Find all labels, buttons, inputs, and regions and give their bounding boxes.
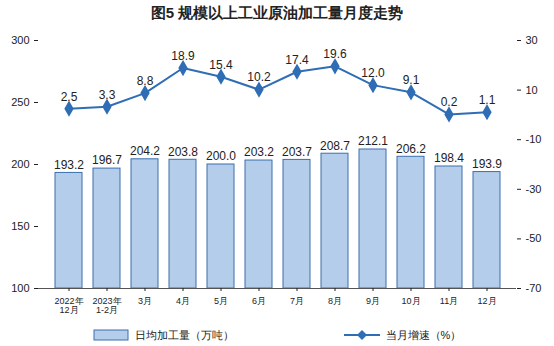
svg-text:100: 100 xyxy=(11,282,29,294)
svg-text:250: 250 xyxy=(11,96,29,108)
svg-text:11月: 11月 xyxy=(440,296,458,306)
svg-text:-50: -50 xyxy=(526,232,542,244)
svg-text:9.1: 9.1 xyxy=(403,73,420,87)
svg-text:8.8: 8.8 xyxy=(137,74,154,88)
svg-text:206.2: 206.2 xyxy=(396,142,426,156)
svg-text:6月: 6月 xyxy=(252,296,266,306)
svg-text:2022年12月: 2022年12月 xyxy=(54,296,83,315)
svg-text:2.5: 2.5 xyxy=(61,90,78,104)
svg-text:150: 150 xyxy=(11,220,29,232)
html-text:图5 规模以上工业原油加工量月度走势: 图5 规模以上工业原油加工量月度走势 xyxy=(150,4,404,21)
svg-text:3月: 3月 xyxy=(138,296,152,306)
html-text:当月增速（%）: 当月增速（%） xyxy=(385,328,462,341)
svg-text:10.2: 10.2 xyxy=(247,70,271,84)
svg-text:198.4: 198.4 xyxy=(434,151,464,165)
svg-text:3.3: 3.3 xyxy=(99,88,116,102)
svg-text:193.9: 193.9 xyxy=(472,157,502,171)
svg-text:17.4: 17.4 xyxy=(285,53,309,67)
svg-text:-30: -30 xyxy=(526,183,542,195)
svg-text:203.8: 203.8 xyxy=(168,145,198,159)
svg-text:300: 300 xyxy=(11,34,29,46)
svg-text:9月: 9月 xyxy=(366,296,380,306)
svg-text:12月: 12月 xyxy=(477,296,496,306)
svg-text:2023年1-2月: 2023年1-2月 xyxy=(92,296,121,315)
svg-text:203.2: 203.2 xyxy=(244,145,274,159)
svg-text:-70: -70 xyxy=(526,282,542,294)
svg-text:0.2: 0.2 xyxy=(441,95,458,109)
svg-text:18.9: 18.9 xyxy=(171,49,195,63)
svg-text:-10: -10 xyxy=(526,133,542,145)
svg-text:8月: 8月 xyxy=(328,296,342,306)
svg-text:204.2: 204.2 xyxy=(130,144,160,158)
svg-text:12.0: 12.0 xyxy=(361,66,385,80)
svg-text:208.7: 208.7 xyxy=(320,139,350,153)
svg-text:200.0: 200.0 xyxy=(206,149,236,163)
svg-text:200: 200 xyxy=(11,158,29,170)
svg-text:203.7: 203.7 xyxy=(282,145,312,159)
svg-text:1.1: 1.1 xyxy=(479,93,496,107)
svg-text:10: 10 xyxy=(526,84,538,96)
svg-text:19.6: 19.6 xyxy=(323,47,347,61)
svg-text:4月: 4月 xyxy=(176,296,190,306)
svg-text:15.4: 15.4 xyxy=(209,58,233,72)
svg-text:212.1: 212.1 xyxy=(358,134,388,148)
svg-text:7月: 7月 xyxy=(290,296,304,306)
html-text:日均加工量（万吨）: 日均加工量（万吨） xyxy=(134,328,234,341)
svg-text:196.7: 196.7 xyxy=(92,153,122,167)
svg-text:30: 30 xyxy=(526,34,538,46)
svg-text:193.2: 193.2 xyxy=(54,158,84,172)
svg-text:5月: 5月 xyxy=(214,296,228,306)
svg-text:10月: 10月 xyxy=(401,296,420,306)
